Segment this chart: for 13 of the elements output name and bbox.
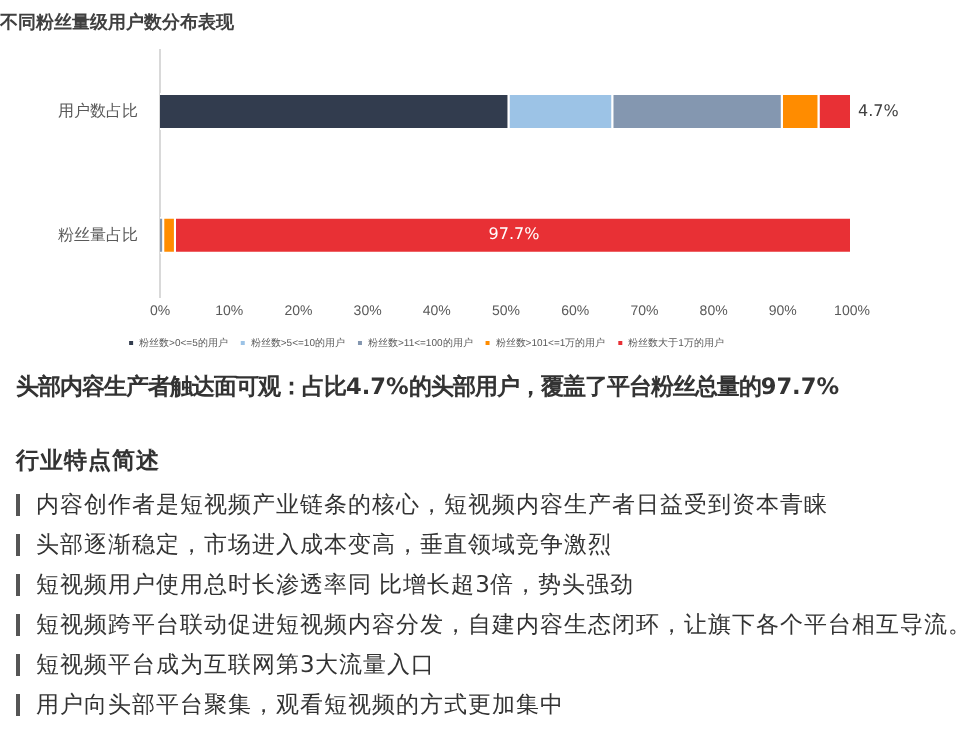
data-label: 4.7% bbox=[858, 101, 900, 120]
y-tick-label: 用户数占比 bbox=[58, 101, 138, 120]
text: 短视频平台成为互联网第3大流量入口 bbox=[36, 648, 435, 682]
text: 内容创作者是短视频产业链条的核心，短视频内容生产者日益受到资本青睐 bbox=[36, 488, 828, 522]
y-tick-label: 粉丝量占比 bbox=[58, 225, 138, 244]
text: 头部内容生产者触达面可观：占比4.7%的头部用户，覆盖了平台粉丝总量的97.7% bbox=[16, 374, 840, 400]
chart-title: 不同粉丝量级用户数分布表现 bbox=[0, 11, 236, 32]
text: 头部逐渐稳定，市场进入成本变高，垂直领域竞争激烈 bbox=[36, 528, 612, 562]
text: 短视频用户使用总时长渗透率同 比增长超3倍，势头强劲 bbox=[36, 568, 634, 602]
data-label: 97.7% bbox=[488, 225, 541, 244]
text: 用户向头部平台聚集，观看短视频的方式更加集中 bbox=[36, 688, 564, 722]
text: 行业特点简述 bbox=[16, 446, 160, 474]
text: 短视频跨平台联动促进短视频内容分发，自建内容生态闭环，让旗下各个平台相互导流。 bbox=[36, 608, 972, 642]
